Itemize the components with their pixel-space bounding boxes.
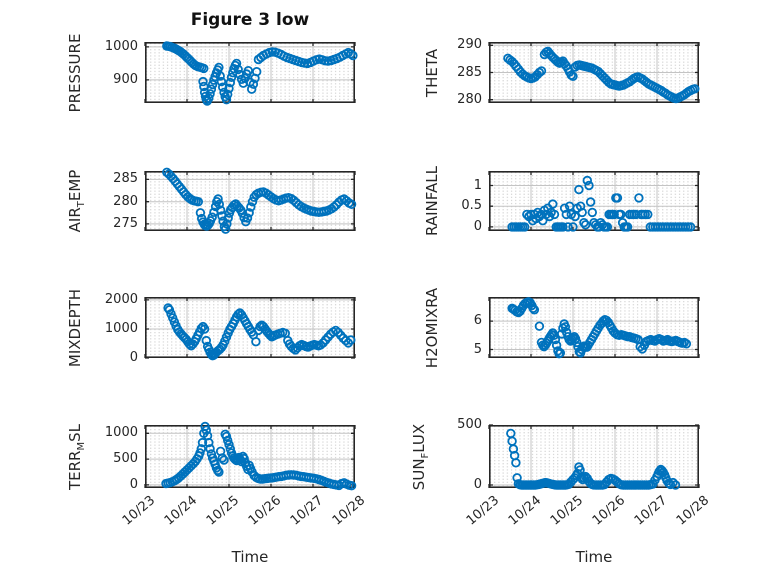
y-tick-label: 5 [473, 341, 482, 357]
x-tick-label: 10/24 [161, 493, 200, 529]
scatter-markers [503, 46, 700, 104]
tick-marks [144, 297, 356, 359]
y-tick-label: 6 [473, 313, 482, 329]
x-tick-label: 10/23 [463, 493, 502, 529]
y-tick-label: 275 [113, 215, 138, 231]
major-gridlines [145, 297, 355, 358]
x-axis-label-right: Time [575, 548, 613, 566]
x-tick-label: 10/26 [589, 493, 628, 529]
x-tick-label: 10/28 [329, 493, 368, 529]
scatter-markers [507, 297, 692, 359]
x-tick-label: 10/23 [119, 493, 158, 529]
subplot-terr-msl: 0 500 1000 TERRMSL 10/23 10/24 10/25 10/26 10/27… [66, 421, 368, 529]
tick-marks [488, 42, 700, 103]
y-tick-label: 0 [473, 477, 482, 492]
tick-marks [144, 42, 356, 103]
major-gridlines [489, 425, 699, 488]
h2omixra-plot-area [488, 297, 700, 359]
x-tick-label: 10/28 [673, 493, 712, 529]
scatter-markers [506, 428, 681, 490]
x-tick-label: 10/27 [631, 493, 670, 529]
y-tick-label: 500 [457, 417, 482, 432]
y-tick-label: 285 [113, 171, 138, 187]
y-tick-label: 285 [457, 64, 482, 80]
pressure-plot-area [144, 41, 358, 106]
scatter-markers [162, 41, 358, 106]
y-tick-label: 900 [113, 71, 138, 87]
figure-title: Figure 3 low [190, 10, 310, 30]
terr-msl-plot-area [144, 421, 357, 491]
rainfall-plot-area [488, 171, 700, 232]
x-axis-label-left: Time [231, 548, 269, 566]
tick-marks [488, 297, 700, 358]
axes-border [489, 171, 699, 232]
y-tick-label: 2000 [104, 291, 138, 307]
y-tick-label: 1000 [104, 321, 138, 336]
scatter-markers [507, 175, 696, 232]
axes-border [145, 297, 355, 359]
tick-marks [144, 425, 356, 488]
axes-border [145, 425, 355, 489]
y-tick-label: 0 [129, 350, 138, 365]
x-tick-label: 10/27 [287, 493, 326, 529]
air-temp-plot-area [144, 167, 357, 234]
axes-border [145, 42, 355, 104]
subplot-theta: 280 285 290 THETA [423, 37, 700, 107]
y-tick-label: 1 [473, 177, 482, 193]
y-tick-label: 1000 [104, 425, 138, 441]
x-tick-label: 10/26 [245, 493, 284, 529]
y-tick-label: 290 [457, 37, 482, 53]
sun-flux-plot-area [488, 424, 700, 490]
y-tick-label: 0 [129, 476, 138, 492]
y-tick-label: 280 [457, 91, 482, 107]
x-tick-label: 10/24 [505, 493, 544, 529]
tick-marks [488, 171, 700, 231]
y-tick-label: 0.5 [461, 198, 482, 214]
scatter-markers [161, 421, 357, 491]
subplot-sun-flux: 0 500 SUNFLUX 10/23 10/24 10/25 10/26 10/27 10/2… [410, 417, 712, 529]
subplot-pressure: 900 1000 PRESSURE [66, 33, 358, 112]
y-tick-label: 280 [113, 193, 138, 209]
y-tick-label: 500 [113, 451, 138, 467]
y-tick-label: 1000 [104, 38, 138, 54]
y-tick-label: 0 [473, 218, 482, 234]
tick-marks [144, 171, 356, 231]
x-tick-label: 10/25 [547, 493, 586, 529]
subplot-h2omixra: 5 6 H2OMIXRA [423, 287, 700, 368]
subplot-rainfall: 0 0.5 1 RAINFALL [423, 166, 700, 236]
theta-plot-area [488, 42, 700, 104]
scatter-markers [163, 303, 356, 361]
mixdepth-plot-area [144, 297, 356, 361]
subplot-mixdepth: 0 1000 2000 MIXDEPTH [66, 288, 356, 367]
scatter-markers [162, 167, 357, 234]
x-tick-label: 10/25 [203, 493, 242, 529]
terr-msl-ylabel: TERRMSL [66, 423, 87, 490]
axes-border [489, 297, 699, 359]
sun-flux-ylabel: SUNFLUX [410, 423, 431, 490]
subplot-air-temp: 275 280 285 AIRTEMP [66, 167, 357, 234]
